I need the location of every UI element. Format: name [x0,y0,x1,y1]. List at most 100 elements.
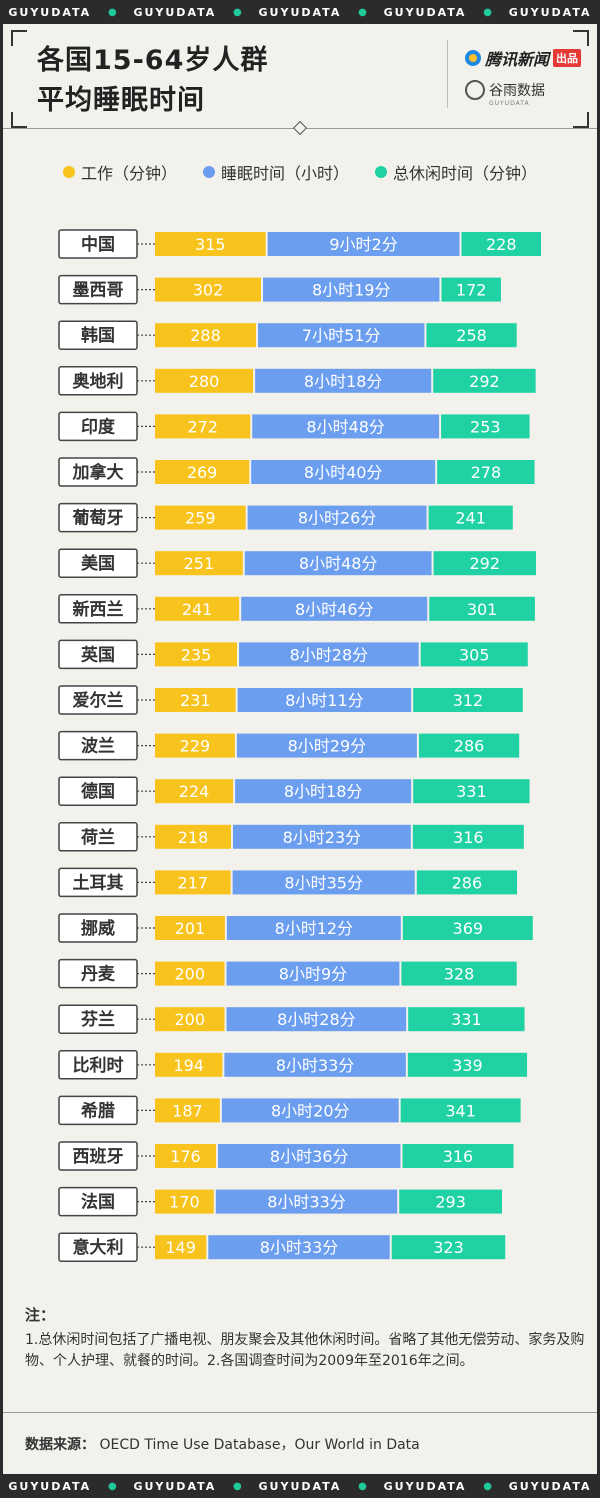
country-label: 英国 [81,644,115,665]
bar-data-label: 251 [184,554,215,573]
bar-segment [433,551,536,576]
country-label: 奥地利 [73,371,124,392]
bar-data-label: 253 [470,417,501,436]
strip-dot-icon: ● [107,1480,117,1492]
bar-segment [155,277,261,302]
bar-segment [400,1098,521,1123]
bar-data-label: 301 [467,600,498,619]
page-title-line2: 平均睡眠时间 [37,85,205,116]
country-label: 比利时 [73,1055,124,1076]
strip-text: GUYUDATA [8,5,92,19]
bar-data-label: 316 [443,1147,474,1166]
bar-data-label: 305 [459,645,490,664]
bar-segment [412,824,524,849]
bar-data-label: 341 [445,1101,476,1120]
header: 各国15-64岁人群 平均睡眠时间 腾讯新闻 出品 谷雨数据 GUYUDATA [3,24,597,128]
country-label: 意大利 [73,1237,124,1258]
bar-segment [441,277,501,302]
strip-text: GUYUDATA [133,1479,217,1493]
guyu-data-brand: 谷雨数据 GUYUDATA [465,80,545,107]
bar-data-label: 8小时28分 [290,645,369,664]
bar-segment [262,277,440,302]
strip-text: GUYUDATA [508,1479,592,1493]
bar-data-label: 269 [187,463,218,482]
bar-segment [255,368,432,393]
bar-data-label: 280 [189,372,220,391]
country-label: 印度 [81,416,116,437]
bar-segment [155,368,254,393]
bar-segment [155,323,256,348]
strip-dot-icon: ● [233,1480,242,1492]
country-label: 德国 [81,781,115,802]
footer-rule [3,1412,597,1413]
bar-segment [433,368,536,393]
bar-segment [155,870,231,895]
bar-data-label: 369 [453,919,484,938]
bar-data-label: 8小时33分 [260,1238,339,1257]
bar-data-label: 331 [456,782,487,801]
bar-data-label: 272 [187,417,218,436]
bar-segment [428,505,513,530]
bar-segment [224,1052,406,1077]
bar-data-label: 8小时33分 [276,1056,355,1075]
strip-dot-icon: ● [483,1480,492,1492]
bar-segment [267,232,460,256]
strip-text: GUYUDATA [508,5,592,19]
stacked-bar-chart: 中国 315 9小时2分 228 墨西哥 302 8小时19分 172 韩国 288 7小时51分 2… [58,229,541,1262]
bar-data-label: 339 [452,1056,483,1075]
bar-segment [441,414,530,439]
guyu-logo-icon [465,80,485,100]
bar-segment [239,642,419,667]
strip-dot-icon: ● [107,6,117,18]
legend-work-label: 工作（分钟） [80,164,177,183]
bar-data-label: 200 [174,1010,205,1029]
country-label: 中国 [81,234,115,255]
corner-bracket-icon [573,112,589,128]
bar-segment [155,642,238,667]
country-label: 法国 [81,1192,115,1213]
bar-segment [155,1189,214,1214]
bar-segment [155,779,234,804]
bar-segment [208,1235,390,1260]
bar-segment [155,1235,207,1260]
brand1-name: 腾讯新闻 [485,50,550,69]
source-text: OECD Time Use Database，Our World in Data [99,1437,420,1453]
bar-segment [251,460,436,484]
bar-data-label: 176 [170,1147,201,1166]
country-label: 韩国 [81,325,115,346]
bar-data-label: 187 [172,1101,203,1120]
legend-sleep-swatch-icon [202,166,215,178]
bar-data-label: 218 [178,828,209,847]
bar-data-label: 323 [433,1238,464,1257]
bar-data-label: 258 [456,326,487,345]
top-brand-strip: GUYUDATA ● GUYUDATA ● GUYUDATA ● GUYUDATA ● … [0,0,600,24]
bar-data-label: 8小时18分 [304,372,383,391]
bar-data-label: 170 [169,1193,200,1212]
bar-segment [402,916,533,940]
strip-dot-icon: ● [358,1480,367,1492]
bar-data-label: 8小时33分 [267,1193,346,1212]
bar-segment [155,733,235,758]
country-label: 丹麦 [81,964,116,985]
bar-segment [155,551,243,576]
strip-text: GUYUDATA [258,5,342,19]
legend-work-swatch-icon [62,166,75,178]
bar-data-label: 293 [435,1193,466,1212]
strip-text: GUYUDATA [133,5,217,19]
bar-segment [241,596,428,621]
bar-data-label: 8小时12分 [275,919,354,938]
brand2-sub: GUYUDATA [489,100,530,107]
corner-bracket-icon [11,30,27,46]
bar-data-label: 241 [182,600,213,619]
bar-segment [426,323,517,348]
bar-segment [237,688,412,712]
bar-segment [413,779,530,804]
bar-segment [232,824,411,849]
legend-item-sleep: 睡眠时间（小时） [202,160,349,184]
bar-data-label: 149 [165,1238,196,1257]
country-label: 挪威 [81,918,115,939]
content-panel: 各国15-64岁人群 平均睡眠时间 腾讯新闻 出品 谷雨数据 GUYUDATA … [3,24,597,1474]
bar-segment [407,1052,528,1077]
bar-data-label: 9小时2分 [329,235,397,254]
header-divider [447,40,448,108]
